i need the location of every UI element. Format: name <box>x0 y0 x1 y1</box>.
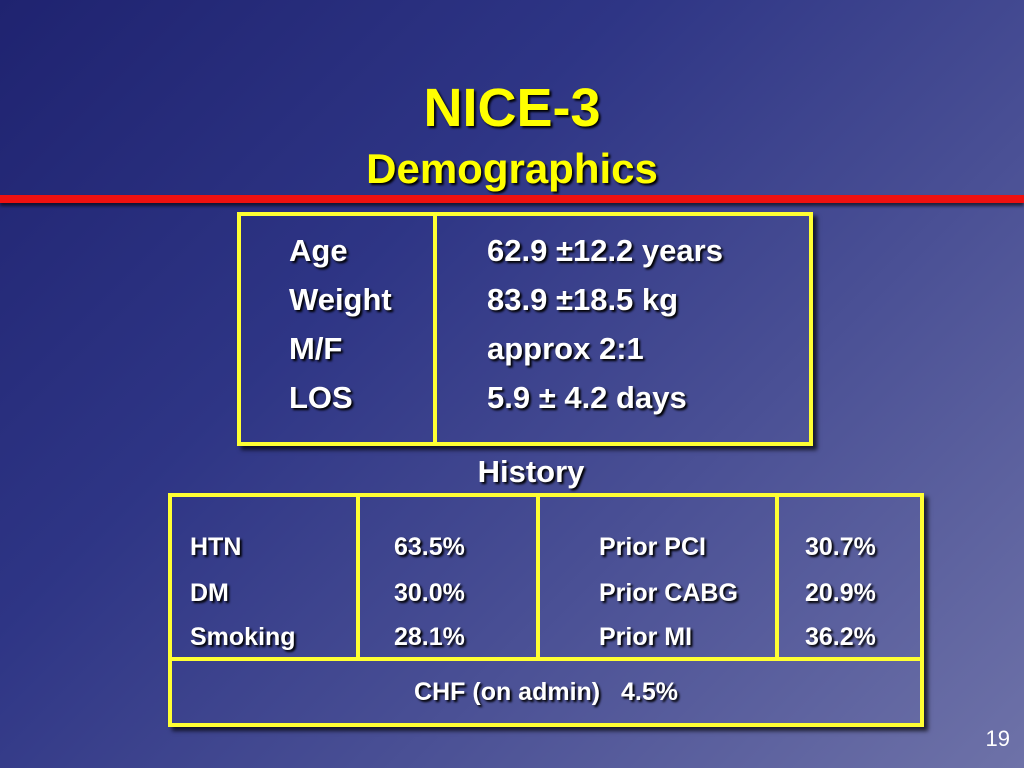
page-number: 19 <box>985 726 1010 751</box>
demographics-label-los: LOS <box>289 380 353 415</box>
history-column-divider-2 <box>536 493 540 659</box>
demographics-label-weight: Weight <box>289 282 392 317</box>
history-value-prior-pci: 30.7% <box>805 533 876 561</box>
history-chf-row: CHF (on admin) 4.5% <box>414 678 678 706</box>
history-row-divider <box>168 657 924 661</box>
history-label-prior-mi: Prior MI <box>599 623 693 651</box>
history-table-border <box>168 493 924 727</box>
history-value-prior-cabg: 20.9% <box>805 579 876 607</box>
title-divider <box>0 195 1024 203</box>
demographics-column-divider <box>433 212 437 446</box>
history-value-prior-mi: 36.2% <box>805 623 876 651</box>
slide-title: NICE-3 <box>423 78 601 138</box>
history-label-prior-cabg: Prior CABG <box>599 579 738 607</box>
history-value-dm: 30.0% <box>394 579 465 607</box>
demographics-table-border <box>237 212 813 446</box>
demographics-label-age: Age <box>289 233 348 268</box>
slide-subtitle: Demographics <box>366 145 658 192</box>
demographics-value-age: 62.9 ±12.2 years <box>487 233 723 268</box>
demographics-value-mf: approx 2:1 <box>487 331 644 366</box>
history-label-smoking: Smoking <box>190 623 296 651</box>
demographics-label-mf: M/F <box>289 331 343 366</box>
history-value-smoking: 28.1% <box>394 623 465 651</box>
history-value-htn: 63.5% <box>394 533 465 561</box>
history-column-divider-1 <box>356 493 360 659</box>
demographics-value-los: 5.9 ± 4.2 days <box>487 380 687 415</box>
history-label-dm: DM <box>190 579 229 607</box>
history-label-prior-pci: Prior PCI <box>599 533 706 561</box>
history-label-htn: HTN <box>190 533 242 561</box>
history-column-divider-3 <box>775 493 779 659</box>
demographics-value-weight: 83.9 ±18.5 kg <box>487 282 679 317</box>
history-heading: History <box>477 454 585 489</box>
